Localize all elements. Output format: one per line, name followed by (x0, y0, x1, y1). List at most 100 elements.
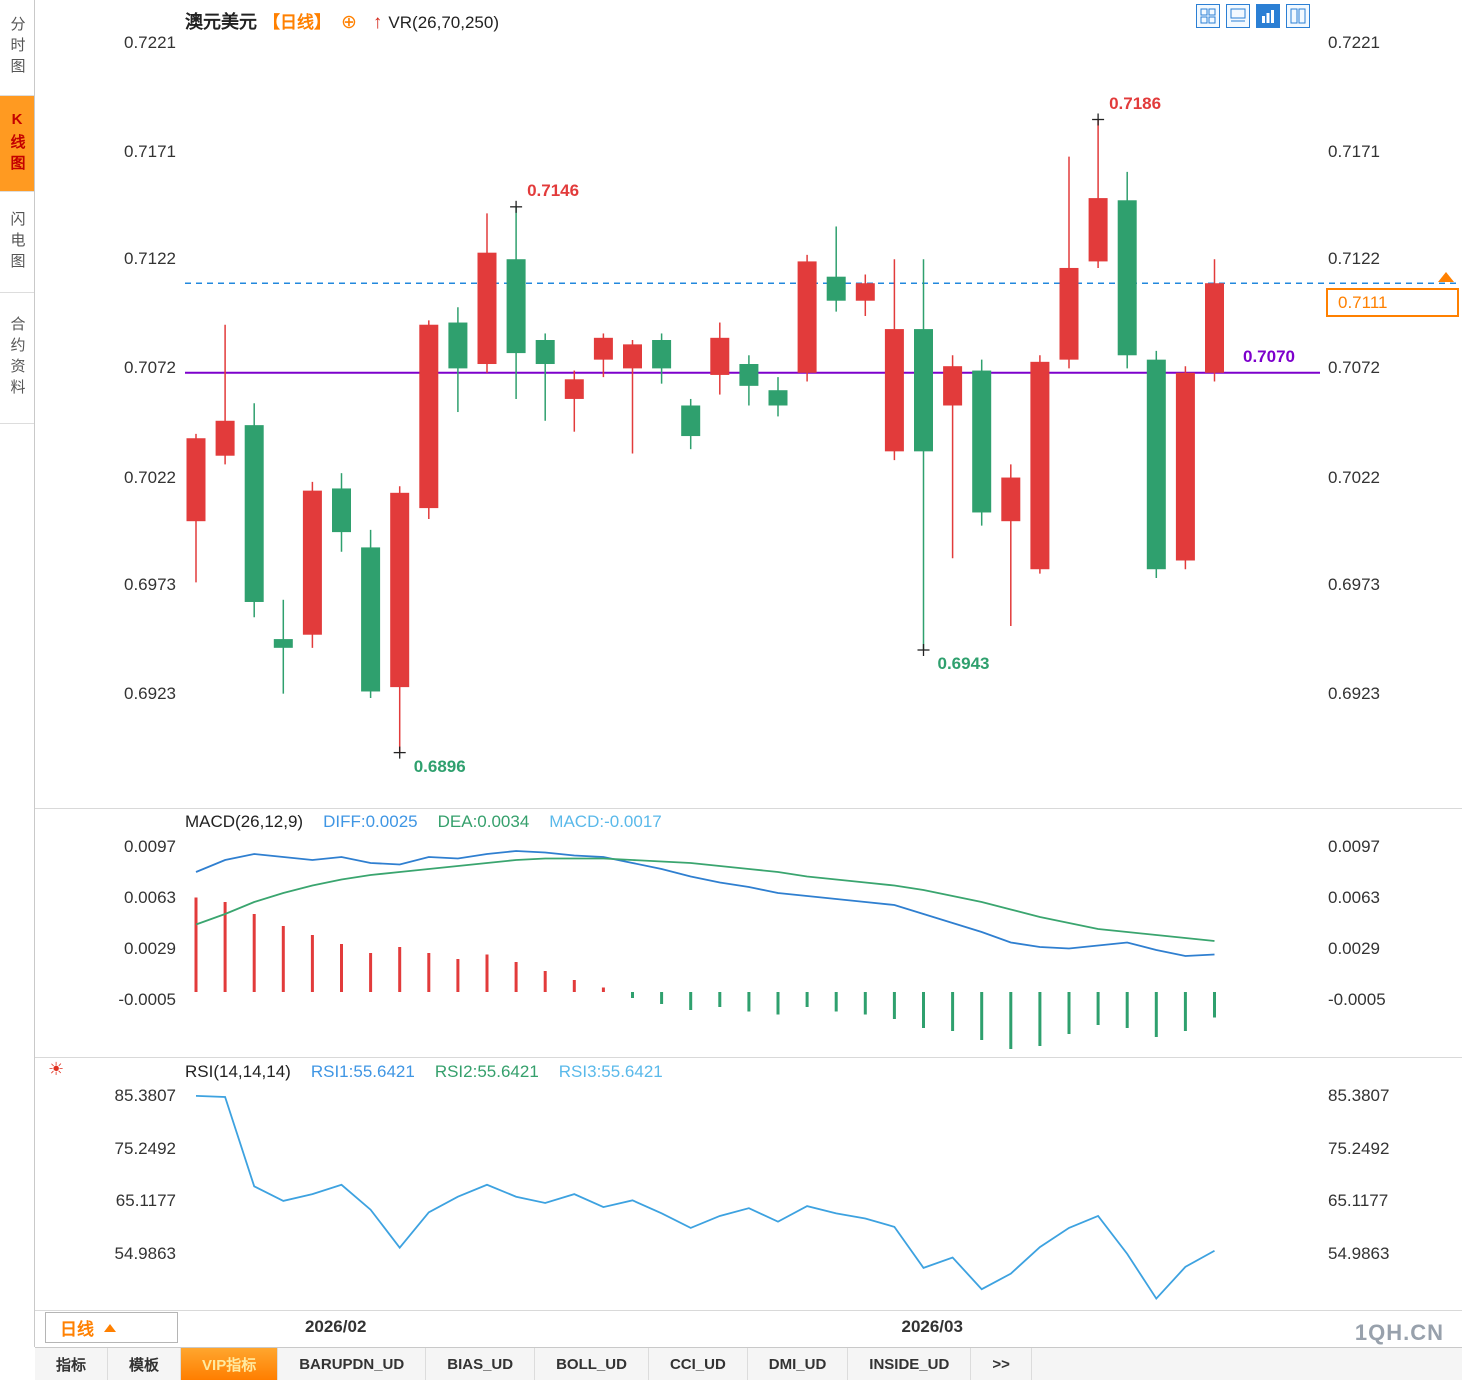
tab-barupdn-ud[interactable]: BARUPDN_UD (278, 1348, 427, 1380)
candle-body (419, 324, 439, 509)
tab-cci-ud[interactable]: CCI_UD (649, 1348, 748, 1380)
chart-title-bar: 澳元美元 【日线】 ⊕ ↑ VR(26,70,250) (185, 8, 499, 34)
sidebar-item-label: 闪电图 (8, 210, 26, 274)
y-axis-tick: -0.0005 (118, 989, 176, 1009)
candle-body (797, 261, 817, 373)
candle-body (884, 329, 904, 452)
candle-body (244, 425, 264, 602)
chevron-up-icon (104, 1323, 116, 1332)
sidebar-item-label: K线图 (8, 111, 26, 176)
tab-indicators[interactable]: 指标 (35, 1348, 109, 1380)
x-axis-tick: 2026/03 (901, 1317, 963, 1336)
y-axis-tick: 0.6923 (124, 683, 176, 703)
y-axis-tick: -0.0005 (1328, 989, 1386, 1009)
candle-body (535, 340, 555, 365)
tab-vip-indicators[interactable]: VIP指标 (181, 1348, 279, 1380)
sidebar-item-contract-info[interactable]: 合约资料 (0, 293, 34, 424)
y-axis-tick: 0.7122 (1328, 249, 1380, 269)
pane-layout-icon[interactable] (1226, 4, 1250, 28)
left-tab-sidebar: 分时图 K线图闪电图合约资料 (0, 0, 35, 1347)
macd-dea-value: DEA:0.0034 (437, 812, 530, 831)
candle-body (1059, 267, 1079, 360)
y-axis-tick: 75.2492 (1328, 1138, 1390, 1158)
diff-line (195, 850, 1215, 957)
candle-body (1146, 359, 1166, 570)
bars-style-icon[interactable] (1256, 4, 1280, 28)
tab-inside-ud[interactable]: INSIDE_UD (848, 1348, 972, 1380)
candle-body (361, 547, 381, 692)
price-marker-icon (1438, 272, 1454, 283)
candle-body (826, 276, 846, 301)
y-axis-tick: 0.7122 (124, 249, 176, 269)
split-view-icon[interactable] (1286, 4, 1310, 28)
y-axis-tick: 0.7072 (1328, 358, 1380, 378)
dea-line (195, 857, 1215, 942)
current-price-label: 0.7111 (1326, 288, 1459, 318)
tab-bias-ud[interactable]: BIAS_UD (426, 1348, 536, 1380)
y-axis-tick: 54.9863 (114, 1243, 176, 1263)
y-axis-tick: 65.1177 (1328, 1191, 1389, 1211)
y-axis-tick: 0.7171 (124, 142, 176, 162)
y-axis-tick: 65.1177 (115, 1191, 176, 1211)
panel-separator (35, 1310, 1462, 1311)
period-selector[interactable]: 日线 (45, 1312, 178, 1343)
macd-header: MACD(26,12,9) DIFF:0.0025 DEA:0.0034 MACD:-… (185, 812, 662, 832)
price-annotation: 0.6896 (413, 756, 466, 776)
watermark: 1QH.CN (1354, 1320, 1444, 1345)
candle-body (1205, 283, 1224, 373)
rsi-line (195, 1095, 1215, 1301)
candle-body (972, 370, 992, 513)
up-arrow-icon: ↑ (372, 12, 383, 33)
rsi-header: RSI(14,14,14) RSI1:55.6421 RSI2:55.6421 RSI… (185, 1062, 663, 1082)
candle-body (768, 390, 788, 406)
rsi1-value: RSI1:55.6421 (310, 1062, 415, 1081)
price-annotation: 0.7186 (1109, 93, 1162, 113)
sidebar-item-kline-chart[interactable]: K线图 (0, 96, 34, 192)
tab-boll-ud[interactable]: BOLL_UD (535, 1348, 649, 1380)
grid-layout-icon[interactable] (1196, 4, 1220, 28)
tab-more[interactable]: >> (971, 1348, 1032, 1380)
candle-body (710, 337, 730, 375)
y-axis-tick: 75.2492 (114, 1138, 176, 1158)
tab-dmi-ud[interactable]: DMI_UD (748, 1348, 849, 1380)
y-axis-tick: 0.0063 (1328, 887, 1380, 907)
vr-indicator-label: VR(26,70,250) (388, 13, 499, 32)
candle-body (1001, 477, 1021, 522)
sidebar-item-flash-chart[interactable]: 闪电图 (0, 192, 34, 293)
macd-macd-value: MACD:-0.0017 (549, 812, 662, 831)
candle-body (273, 639, 293, 648)
candle-body (564, 379, 584, 399)
y-axis-tick: 85.3807 (1328, 1086, 1390, 1105)
candle-body (332, 488, 351, 533)
sidebar-item-label: 合约资料 (8, 316, 26, 400)
y-axis-tick: 0.7221 (1328, 33, 1380, 53)
bottom-tab-bar: 指标 模板 VIP指标 BARUPDN_UD BIAS_UD BOLL_UD CCI_UD D… (35, 1347, 1462, 1380)
sidebar-item-label: 分时图 (8, 16, 26, 79)
y-axis-tick: 0.0029 (1328, 938, 1380, 958)
candle-body (186, 438, 206, 522)
candle-body (623, 344, 642, 369)
x-axis-tick: 2026/02 (304, 1317, 367, 1336)
sidebar-item-minute-chart[interactable]: 分时图 (0, 0, 34, 96)
indicator-marker-icon[interactable]: ☀ (48, 1059, 65, 1079)
candle-body (681, 405, 701, 437)
candle-body (390, 492, 410, 688)
candle-body (1030, 361, 1050, 570)
candle-body (593, 337, 613, 360)
y-axis-tick: 0.0097 (1328, 836, 1380, 856)
candle-body (739, 364, 759, 386)
add-overlay-icon[interactable]: ⊕ (341, 12, 357, 33)
candle-body (302, 490, 322, 635)
y-axis-tick: 0.6973 (1328, 574, 1380, 594)
rsi2-value: RSI2:55.6421 (434, 1062, 539, 1081)
y-axis-tick: 0.7072 (124, 358, 176, 378)
tab-templates[interactable]: 模板 (108, 1348, 182, 1380)
candle-body (1117, 200, 1137, 356)
macd-name-label: MACD(26,12,9) (185, 812, 304, 831)
period-tag[interactable]: 【日线】 (263, 13, 331, 32)
candle-body (943, 366, 963, 406)
candle-body (215, 420, 235, 456)
y-axis-tick: 0.7022 (1328, 467, 1380, 487)
